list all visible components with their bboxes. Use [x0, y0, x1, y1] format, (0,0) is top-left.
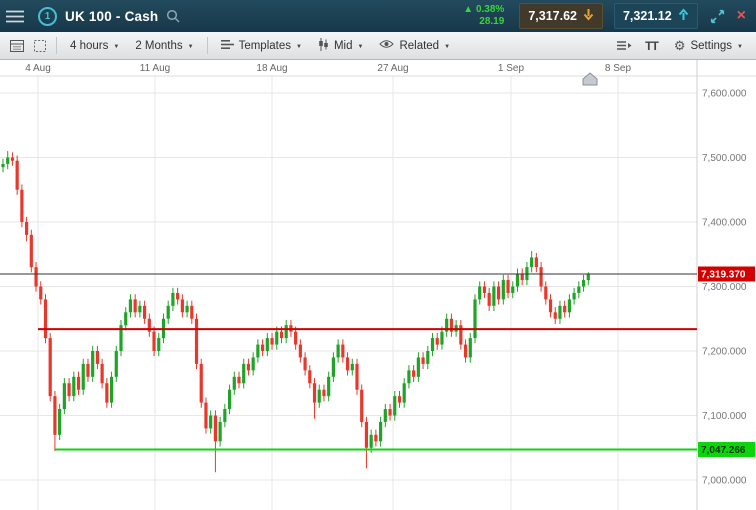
- chevron-down-icon: ▼: [187, 43, 194, 50]
- change-percent: 0.38%: [475, 4, 505, 15]
- chart-number-badge[interactable]: 1: [38, 6, 57, 26]
- change-up-icon: ▲: [463, 4, 474, 15]
- text-size-icon[interactable]: TT: [645, 38, 659, 53]
- support-price-tag: 7,047.266: [698, 442, 755, 458]
- svg-text:7,100.000: 7,100.000: [702, 411, 747, 422]
- chevron-down-icon: ▼: [113, 43, 120, 50]
- svg-text:8 Sep: 8 Sep: [605, 63, 632, 74]
- svg-text:7,500.000: 7,500.000: [702, 153, 747, 164]
- menu-icon[interactable]: [6, 10, 24, 23]
- current-price-tag: 7,319.370: [698, 266, 755, 282]
- templates-dropdown[interactable]: Templates ▼: [214, 36, 309, 56]
- arrow-down-icon: [583, 8, 594, 24]
- time-marker-handle[interactable]: [582, 72, 598, 86]
- instrument-header: 1 UK 100 - Cash ▲ 0.38% 28.19 7,317.62 7…: [0, 0, 756, 32]
- svg-text:1 Sep: 1 Sep: [498, 63, 525, 74]
- svg-text:18 Aug: 18 Aug: [256, 63, 287, 74]
- toolbar-separator: [56, 37, 57, 54]
- settings-label: Settings: [690, 39, 733, 52]
- settings-dropdown[interactable]: ⚙ Settings ▼: [667, 36, 750, 55]
- instrument-title: UK 100 - Cash: [65, 8, 159, 24]
- y-axis-labels: 7,600.000 7,500.000 7,400.000 7,300.000 7,20…: [702, 89, 747, 487]
- price-type-dropdown[interactable]: Mid ▼: [311, 35, 370, 57]
- chevron-down-icon: ▼: [444, 43, 451, 50]
- chevron-down-icon: ▼: [357, 43, 364, 50]
- expand-icon[interactable]: [710, 9, 725, 24]
- chevron-down-icon: ▼: [296, 43, 302, 50]
- templates-icon: [220, 39, 234, 53]
- price-type-label: Mid: [333, 39, 353, 52]
- gear-icon: ⚙: [673, 38, 686, 53]
- chart-area[interactable]: 4 Aug 11 Aug 18 Aug 27 Aug 1 Sep 8 Sep 7,600.0…: [0, 60, 756, 510]
- buy-price: 7,321.12: [622, 9, 672, 23]
- toolbar-separator: [206, 37, 208, 54]
- period-label: 2 Months: [135, 39, 183, 52]
- svg-text:7,600.000: 7,600.000: [702, 89, 747, 100]
- svg-text:7,319.370: 7,319.370: [701, 270, 746, 281]
- svg-text:11 Aug: 11 Aug: [140, 63, 170, 74]
- templates-label: Templates: [238, 39, 291, 52]
- gridlines: [0, 60, 756, 510]
- period-dropdown[interactable]: 2 Months ▼: [128, 37, 200, 55]
- svg-text:7,047.266: 7,047.266: [701, 445, 746, 456]
- svg-text:7,200.000: 7,200.000: [702, 347, 747, 358]
- buy-button[interactable]: 7,321.12: [613, 3, 698, 29]
- sell-price: 7,317.62: [528, 9, 577, 23]
- svg-text:7,300.000: 7,300.000: [702, 282, 747, 293]
- price-change: ▲ 0.38% 28.19: [463, 4, 504, 28]
- chart-panels-icon[interactable]: [6, 37, 28, 55]
- related-label: Related: [399, 39, 440, 52]
- arrow-up-icon: [678, 8, 689, 24]
- svg-text:4 Aug: 4 Aug: [25, 63, 51, 74]
- candlestick-icon: [318, 37, 329, 54]
- change-points: 28.19: [479, 16, 505, 27]
- close-icon[interactable]: ×: [736, 7, 746, 24]
- svg-text:7,000.000: 7,000.000: [702, 476, 747, 487]
- svg-text:7,400.000: 7,400.000: [702, 218, 747, 229]
- indicators-icon[interactable]: [613, 37, 636, 54]
- related-dropdown[interactable]: Related ▼: [372, 36, 457, 55]
- candlestick-series[interactable]: [1, 151, 590, 473]
- chevron-down-icon: ▼: [737, 43, 743, 50]
- interval-label: 4 hours: [70, 39, 109, 52]
- eye-icon: [379, 39, 395, 52]
- select-region-icon[interactable]: [30, 37, 50, 55]
- sell-button[interactable]: 7,317.62: [519, 3, 603, 29]
- interval-dropdown[interactable]: 4 hours ▼: [63, 37, 126, 55]
- chart-toolbar: 4 hours ▼ 2 Months ▼ Templates ▼ Mid ▼ Relat…: [0, 32, 756, 60]
- candlestick-chart[interactable]: 4 Aug 11 Aug 18 Aug 27 Aug 1 Sep 8 Sep 7,600.0…: [0, 60, 756, 510]
- svg-text:27 Aug: 27 Aug: [377, 63, 408, 74]
- x-axis-dates: 4 Aug 11 Aug 18 Aug 27 Aug 1 Sep 8 Sep: [25, 63, 631, 74]
- search-icon[interactable]: [166, 9, 180, 23]
